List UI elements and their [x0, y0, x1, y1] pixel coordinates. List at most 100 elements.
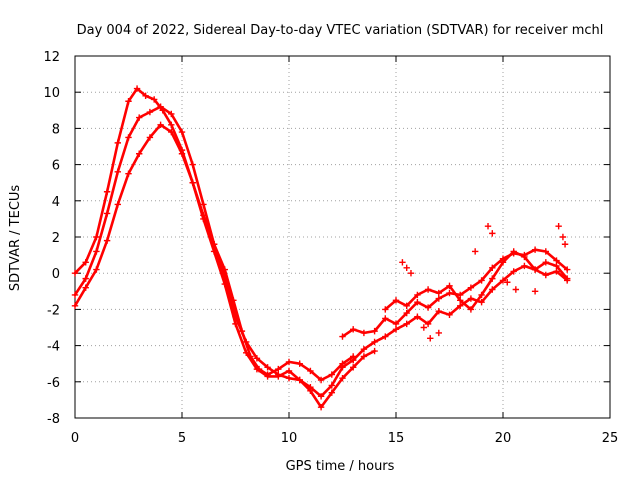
data-point [457, 291, 464, 299]
x-tick-label: 5 [178, 431, 186, 446]
data-point [82, 259, 89, 266]
series-track-1 [71, 85, 357, 384]
data-point [200, 201, 207, 208]
data-point [489, 286, 496, 293]
data-point [446, 282, 453, 290]
data-point [403, 309, 410, 317]
y-tick-label: 4 [52, 195, 60, 210]
data-point [427, 335, 434, 342]
data-point [414, 298, 421, 306]
data-point [350, 364, 357, 371]
data-point [360, 329, 368, 337]
data-point [296, 376, 303, 384]
data-point [232, 320, 239, 328]
data-point [142, 92, 149, 100]
data-point [350, 356, 357, 364]
y-tick-label: 2 [52, 231, 60, 246]
y-tick-label: 0 [52, 267, 60, 282]
data-point [146, 134, 154, 141]
data-point [253, 365, 261, 373]
data-point [403, 320, 410, 328]
data-point [114, 168, 121, 176]
data-point [382, 306, 389, 313]
data-point [414, 313, 421, 320]
data-point [82, 284, 89, 291]
data-point [553, 262, 560, 270]
data-point [531, 246, 539, 253]
data-point [457, 302, 464, 309]
data-point [392, 326, 400, 333]
data-point [150, 96, 158, 103]
data-point [561, 241, 569, 248]
data-point [157, 121, 164, 128]
x-tick-label: 0 [71, 431, 79, 446]
data-point [371, 347, 378, 355]
data-point [446, 311, 453, 319]
data-point [435, 295, 442, 302]
data-point [403, 264, 410, 271]
x-axis-label: GPS time / hours [286, 459, 395, 474]
data-point [285, 358, 293, 366]
data-point [531, 288, 539, 295]
data-point [317, 393, 325, 400]
data-point [146, 108, 154, 116]
data-point [478, 291, 485, 299]
x-tick-label: 10 [281, 431, 298, 446]
data-point [392, 297, 400, 304]
data-point [136, 114, 143, 121]
data-point [339, 374, 346, 382]
data-point [178, 150, 186, 157]
data-point [542, 259, 549, 266]
data-point [125, 98, 132, 105]
data-point [168, 110, 175, 118]
data-point [275, 373, 282, 380]
data-point [512, 286, 520, 293]
data-point [136, 150, 143, 157]
data-point [553, 257, 560, 264]
data-point [168, 121, 175, 128]
data-point [93, 266, 100, 273]
data-point [157, 103, 164, 110]
data-point [521, 253, 528, 261]
data-point [71, 302, 79, 309]
data-point [243, 349, 250, 357]
data-point [531, 266, 539, 273]
data-point [382, 315, 389, 322]
data-point [489, 264, 496, 271]
y-axis-tick-labels: -8 -6 -4 -2 0 2 4 6 8 10 12 [43, 50, 60, 427]
data-point [435, 289, 442, 297]
data-point [125, 170, 132, 177]
data-point [360, 346, 368, 353]
data-point [360, 353, 368, 360]
data-point [285, 374, 293, 382]
data-point [424, 304, 432, 311]
data-point [82, 275, 89, 282]
data-point [243, 338, 250, 346]
data-point [275, 365, 282, 373]
data-point [382, 333, 389, 340]
data-point [521, 262, 528, 270]
data-series [71, 85, 571, 411]
data-point [71, 291, 79, 299]
data-point [446, 289, 453, 297]
data-point [478, 277, 485, 284]
data-point [504, 279, 511, 286]
data-point [467, 306, 475, 313]
data-point [328, 382, 335, 389]
series-track-3 [71, 121, 378, 411]
data-point [457, 297, 464, 304]
data-point [555, 222, 562, 230]
series-line [384, 250, 569, 311]
data-point [103, 188, 111, 195]
x-axis-tick-labels: 0 5 10 15 20 25 [71, 431, 618, 446]
data-point [499, 259, 507, 266]
data-point [264, 373, 271, 380]
y-tick-label: 12 [43, 50, 60, 65]
data-point [285, 367, 293, 375]
data-point [339, 333, 346, 340]
data-point [93, 233, 100, 241]
data-point [564, 277, 571, 284]
data-point [407, 270, 415, 277]
data-point [210, 248, 218, 255]
